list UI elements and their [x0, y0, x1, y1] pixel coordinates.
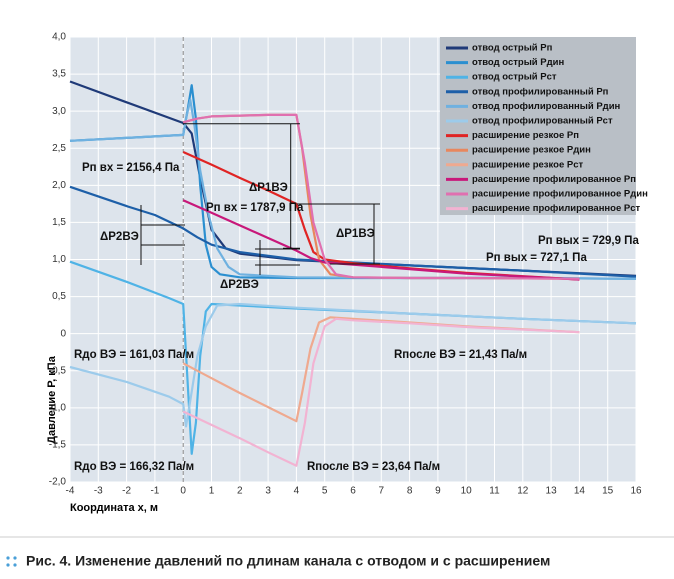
series-line	[182, 199, 580, 281]
y-tick-label: 0,5	[52, 291, 66, 302]
annotation: Rдо ВЭ = 166,32 Па/м	[74, 461, 194, 473]
x-tick-label: 12	[517, 486, 529, 497]
x-tick-label: 6	[350, 486, 356, 497]
annotation: Pп вх = 2156,4 Па	[82, 162, 180, 174]
x-tick-label: 13	[546, 486, 558, 497]
x-tick-label: -1	[150, 486, 159, 497]
y-tick-label: -1,5	[49, 440, 67, 451]
x-tick-label: 14	[574, 486, 586, 497]
y-tick-label: -1,0	[49, 402, 67, 413]
legend-label: отвод профилированный Pдин	[472, 101, 621, 112]
x-tick-label: 10	[461, 486, 473, 497]
series-group	[69, 80, 637, 467]
series-line	[69, 302, 637, 428]
legend-label: отвод острый Pдин	[472, 57, 564, 68]
x-tick-label: 2	[237, 486, 243, 497]
legend-label: отвод острый Pп	[472, 43, 553, 54]
y-tick-label: 3,5	[52, 69, 66, 80]
annotation: ΔP1ВЭ	[336, 228, 375, 240]
y-tick-label: 0	[60, 328, 66, 339]
caption-dots	[6, 556, 17, 567]
y-axis-label: Давление P, кПа	[46, 355, 58, 444]
series-line	[182, 317, 580, 467]
legend-box	[440, 37, 636, 215]
series-line	[182, 113, 580, 280]
y-tick-label: 1,5	[52, 217, 66, 228]
annotation: Rпосле ВЭ = 23,64 Па/м	[307, 461, 440, 473]
x-tick-label: 16	[630, 486, 642, 497]
x-tick-label: 3	[265, 486, 271, 497]
y-tick-label: 4,0	[52, 32, 66, 43]
y-tick-label: -0,5	[49, 365, 67, 376]
y-tick-label: 2,0	[52, 180, 66, 191]
x-tick-label: 0	[180, 486, 186, 497]
x-tick-label: 4	[294, 486, 300, 497]
annotation-brackets	[140, 123, 380, 275]
legend: отвод острый Pп отвод острый Pдин отвод ос…	[446, 43, 648, 214]
caption: Рис. 4. Изменение давлений по длинам кан…	[26, 553, 550, 569]
y-tick-label: 2,5	[52, 143, 66, 154]
x-tick-label: 5	[322, 486, 328, 497]
annotation: ΔP2ВЭ	[220, 279, 259, 291]
y-tick-label: 3,0	[52, 106, 66, 117]
legend-label: расширение резкое Pп	[472, 130, 579, 141]
legend-label: расширение профилированное Pп	[472, 174, 636, 185]
legend-label: отвод профилированный Pст	[472, 116, 613, 127]
annotation: ΔP1ВЭ	[249, 182, 288, 194]
legend-label: расширение профилированное Pст	[472, 203, 641, 214]
annotation: Rдо ВЭ = 161,03 Па/м	[74, 349, 194, 361]
x-tick-label: 11	[489, 486, 500, 497]
y-tick-label: -2,0	[49, 477, 67, 488]
x-tick-label: 7	[379, 486, 385, 497]
x-tick-label: 15	[602, 486, 614, 497]
x-tick-label: 1	[209, 486, 215, 497]
legend-label: отвод профилированный Pп	[472, 86, 609, 97]
x-tick-label: -3	[94, 486, 103, 497]
annotations: Pп вх = 2156,4 Па ΔP1ВЭ Pп вх = 1787,9 Па Δ…	[74, 162, 639, 473]
x-tick-label: 9	[435, 486, 441, 497]
annotation: Pп вых = 729,9 Па	[538, 235, 639, 247]
x-tick-label: -4	[66, 486, 75, 497]
x-axis-label: Координата x, м	[70, 502, 158, 514]
annotation: Pп вых = 727,1 Па	[486, 252, 587, 264]
annotation: ΔP2ВЭ	[100, 231, 139, 243]
legend-label: расширение резкое Pст	[472, 159, 583, 170]
legend-label: расширение резкое Pдин	[472, 145, 591, 156]
x-tick-label: 8	[407, 486, 413, 497]
y-tick-label: 1,0	[52, 254, 66, 265]
legend-label: расширение профилированное Pдин	[472, 189, 648, 200]
legend-label: отвод острый Pст	[472, 72, 557, 83]
annotation: Pп вх = 1787,9 Па	[206, 202, 304, 214]
x-tick-label: -2	[122, 486, 131, 497]
series-line	[69, 185, 637, 278]
annotation: Rпосле ВЭ = 21,43 Па/м	[394, 349, 527, 361]
